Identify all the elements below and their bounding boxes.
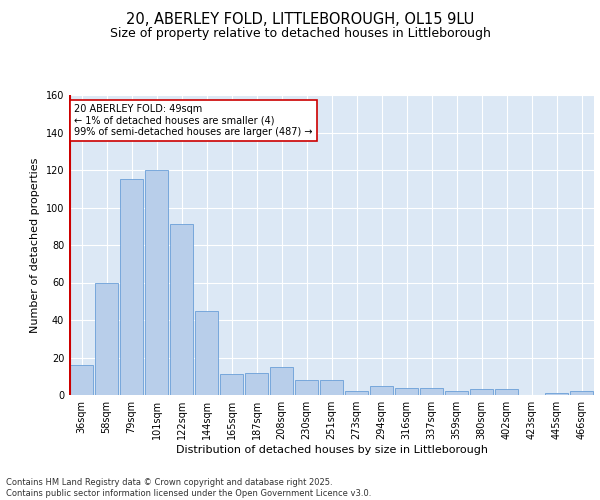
Text: Size of property relative to detached houses in Littleborough: Size of property relative to detached ho… bbox=[110, 28, 490, 40]
Bar bbox=[320, 380, 343, 395]
Bar bbox=[120, 180, 143, 395]
Bar bbox=[470, 390, 493, 395]
Bar bbox=[220, 374, 243, 395]
Bar bbox=[270, 367, 293, 395]
X-axis label: Distribution of detached houses by size in Littleborough: Distribution of detached houses by size … bbox=[176, 445, 487, 455]
Bar bbox=[195, 310, 218, 395]
Bar bbox=[145, 170, 168, 395]
Bar bbox=[495, 390, 518, 395]
Bar bbox=[345, 391, 368, 395]
Bar bbox=[245, 372, 268, 395]
Bar bbox=[70, 365, 93, 395]
Bar bbox=[95, 282, 118, 395]
Text: 20, ABERLEY FOLD, LITTLEBOROUGH, OL15 9LU: 20, ABERLEY FOLD, LITTLEBOROUGH, OL15 9L… bbox=[126, 12, 474, 28]
Bar bbox=[395, 388, 418, 395]
Text: Contains HM Land Registry data © Crown copyright and database right 2025.
Contai: Contains HM Land Registry data © Crown c… bbox=[6, 478, 371, 498]
Bar bbox=[445, 391, 468, 395]
Bar bbox=[545, 393, 568, 395]
Bar bbox=[170, 224, 193, 395]
Text: 20 ABERLEY FOLD: 49sqm
← 1% of detached houses are smaller (4)
99% of semi-detac: 20 ABERLEY FOLD: 49sqm ← 1% of detached … bbox=[74, 104, 313, 137]
Bar bbox=[370, 386, 393, 395]
Bar bbox=[570, 391, 593, 395]
Bar bbox=[295, 380, 318, 395]
Y-axis label: Number of detached properties: Number of detached properties bbox=[30, 158, 40, 332]
Bar bbox=[420, 388, 443, 395]
